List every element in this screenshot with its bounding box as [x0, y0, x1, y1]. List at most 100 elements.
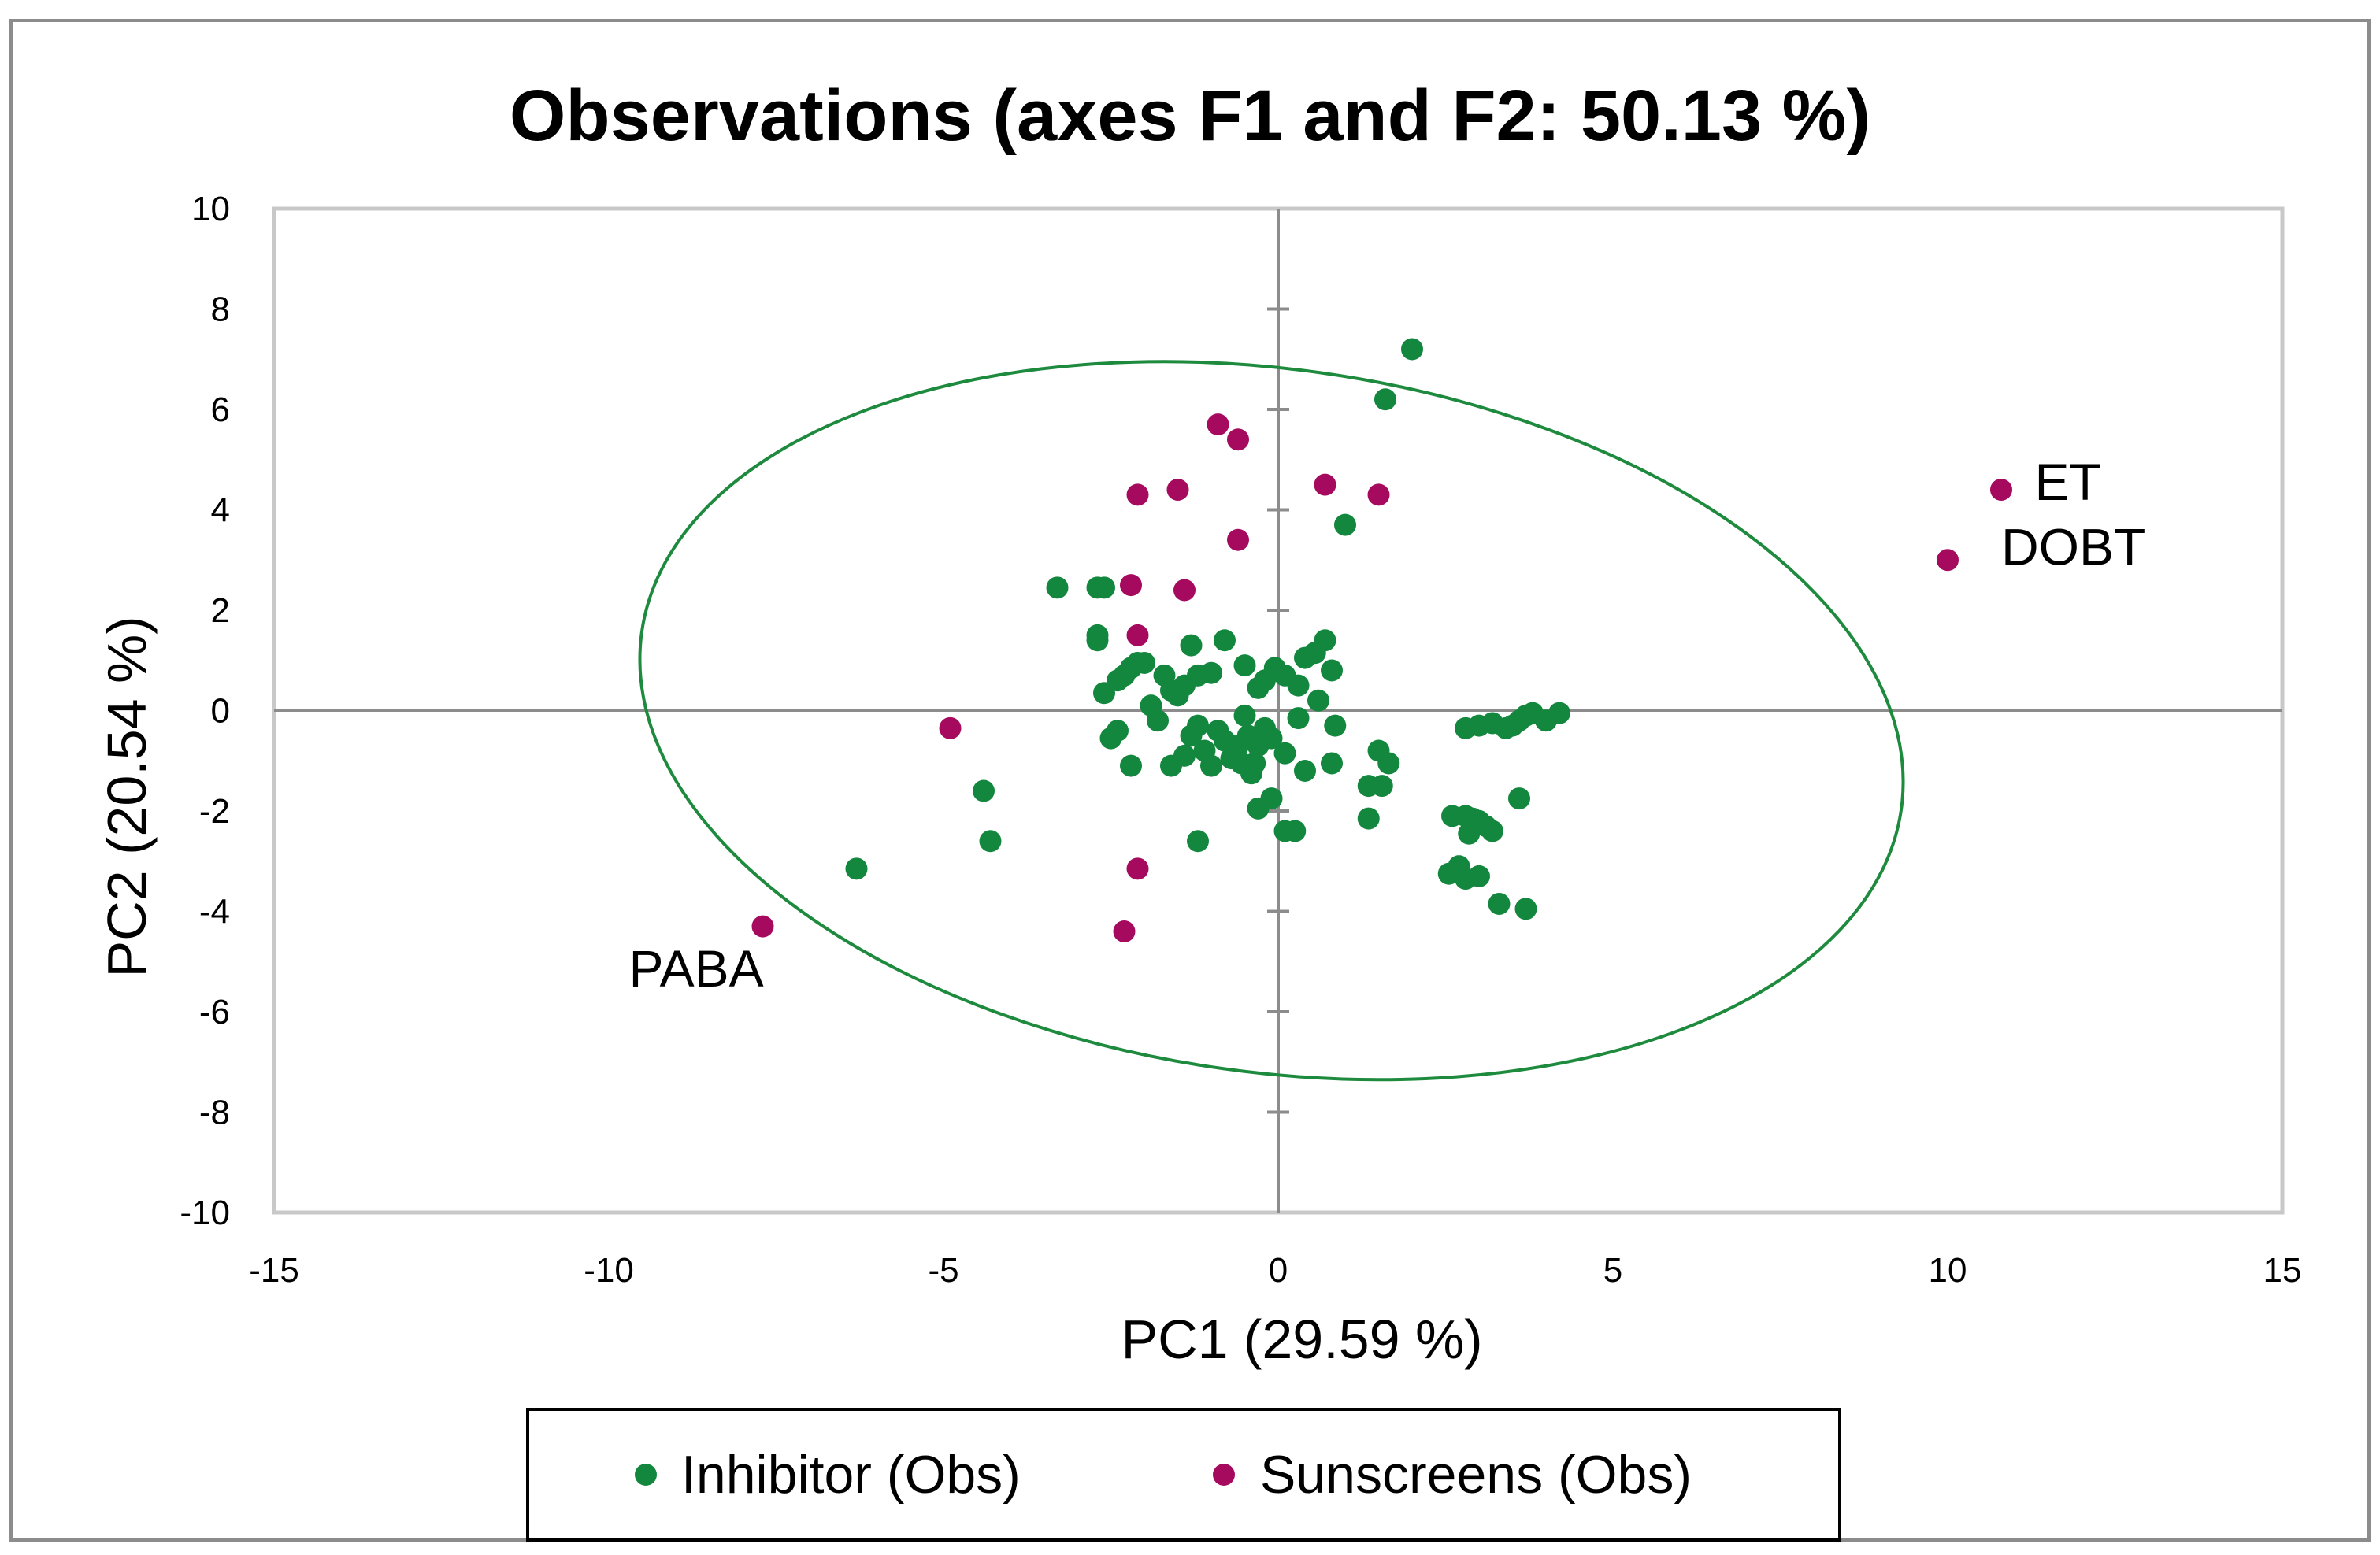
data-point: [1120, 754, 1142, 777]
chart-frame: [9, 19, 2371, 1542]
data-point: [1287, 707, 1310, 730]
y-tick-label: 4: [211, 491, 230, 530]
y-axis-tick-labels: -10 -8 -6 -4 -2 0 2 4 6 8 10: [180, 190, 230, 1232]
data-point: [1367, 483, 1390, 506]
y-tick-label: 2: [211, 591, 230, 630]
data-point: [845, 857, 868, 880]
annotation-et: ET: [2035, 453, 2101, 511]
data-point: [1374, 388, 1396, 411]
plot-area: ET DOBT PABA: [272, 206, 2285, 1215]
data-point: [1377, 752, 1400, 775]
data-point: [1357, 807, 1380, 830]
data-point: [1334, 513, 1356, 536]
data-point: [1260, 787, 1283, 810]
legend-marker-inhibitor: [635, 1464, 657, 1486]
data-point: [973, 779, 995, 802]
data-point: [751, 915, 774, 938]
data-point: [1548, 702, 1570, 724]
data-point: [1200, 754, 1222, 777]
series-sunscreens: [751, 413, 2012, 942]
data-point: [1233, 704, 1256, 727]
y-tick-label: -10: [180, 1194, 230, 1232]
data-point: [1200, 661, 1222, 684]
data-point: [1233, 654, 1256, 677]
y-tick-label: 8: [211, 291, 230, 329]
y-tick-label: -2: [199, 792, 230, 831]
x-tick-label: 15: [2263, 1251, 2302, 1290]
x-tick-label: -5: [928, 1251, 958, 1290]
data-point: [1514, 898, 1537, 920]
data-point: [1086, 624, 1109, 646]
y-tick-label: -4: [199, 893, 230, 931]
data-point: [1099, 727, 1122, 750]
data-point: [1227, 528, 1249, 551]
data-point: [1173, 744, 1196, 767]
data-point: [1244, 752, 1266, 775]
y-tick-label: -6: [199, 993, 230, 1031]
x-axis-tick-labels: -15 -10 -5 0 5 10 15: [249, 1251, 2301, 1290]
data-point: [1187, 830, 1209, 853]
legend-marker-sunscreens: [1213, 1464, 1235, 1486]
data-point: [1488, 892, 1511, 915]
point-annotations: ET DOBT PABA: [629, 453, 2146, 998]
data-point: [1324, 714, 1347, 737]
legend-label-sunscreens: Sunscreens (Obs): [1260, 1445, 1692, 1505]
data-point: [1937, 549, 1959, 572]
data-point: [1260, 727, 1283, 750]
chart-title: Observations (axes F1 and F2: 50.13 %): [510, 76, 1870, 156]
y-axis-ticks: [1267, 307, 1289, 1114]
legend-label-inhibitor: Inhibitor (Obs): [681, 1445, 1021, 1505]
data-point: [979, 830, 1002, 853]
series-inhibitor: [845, 338, 1570, 920]
y-tick-label: 6: [211, 391, 230, 429]
data-point: [1207, 413, 1229, 436]
data-point: [1187, 714, 1209, 737]
data-point: [1113, 920, 1136, 942]
data-point: [939, 716, 962, 739]
annotation-dobt: DOBT: [2001, 518, 2145, 576]
data-point: [1126, 624, 1149, 646]
data-point: [1401, 338, 1423, 361]
data-point: [1468, 865, 1490, 887]
x-tick-label: -15: [249, 1251, 299, 1290]
data-point: [1508, 787, 1530, 810]
data-point: [1990, 479, 2012, 501]
annotation-paba: PABA: [629, 939, 764, 998]
confidence-ellipse: [638, 360, 1905, 1082]
data-point: [1046, 576, 1069, 599]
legend-box: [526, 1408, 1841, 1542]
data-point: [1133, 651, 1155, 674]
data-point: [1307, 689, 1329, 712]
data-point: [1126, 857, 1149, 880]
data-point: [1273, 742, 1296, 765]
data-point: [1321, 659, 1343, 682]
x-axis-title: PC1 (29.59 %): [1121, 1309, 1482, 1370]
axis-lines: [274, 209, 2282, 1213]
data-point: [1321, 752, 1343, 775]
data-point: [1147, 709, 1169, 732]
data-point: [1214, 629, 1236, 652]
x-tick-label: -10: [584, 1251, 634, 1290]
data-point: [1284, 820, 1307, 842]
data-point: [1370, 775, 1393, 798]
data-point: [1481, 820, 1503, 842]
data-point: [1314, 473, 1336, 496]
data-point: [1458, 822, 1481, 845]
y-tick-label: 0: [211, 692, 230, 731]
data-point: [1294, 760, 1316, 782]
data-points: [751, 338, 2012, 942]
data-point: [1227, 428, 1249, 451]
y-tick-label: -8: [199, 1094, 230, 1132]
x-tick-label: 0: [1269, 1251, 1288, 1290]
data-point: [1126, 483, 1149, 506]
data-point: [1287, 674, 1310, 697]
data-point: [1120, 574, 1142, 597]
y-axis-title: PC2 (20.54 %): [96, 616, 158, 977]
data-point: [1166, 479, 1189, 501]
x-tick-label: 5: [1603, 1251, 1622, 1290]
x-tick-label: 10: [1929, 1251, 1967, 1290]
data-point: [1303, 642, 1326, 665]
data-point: [1180, 634, 1203, 657]
y-tick-label: 10: [191, 190, 230, 228]
